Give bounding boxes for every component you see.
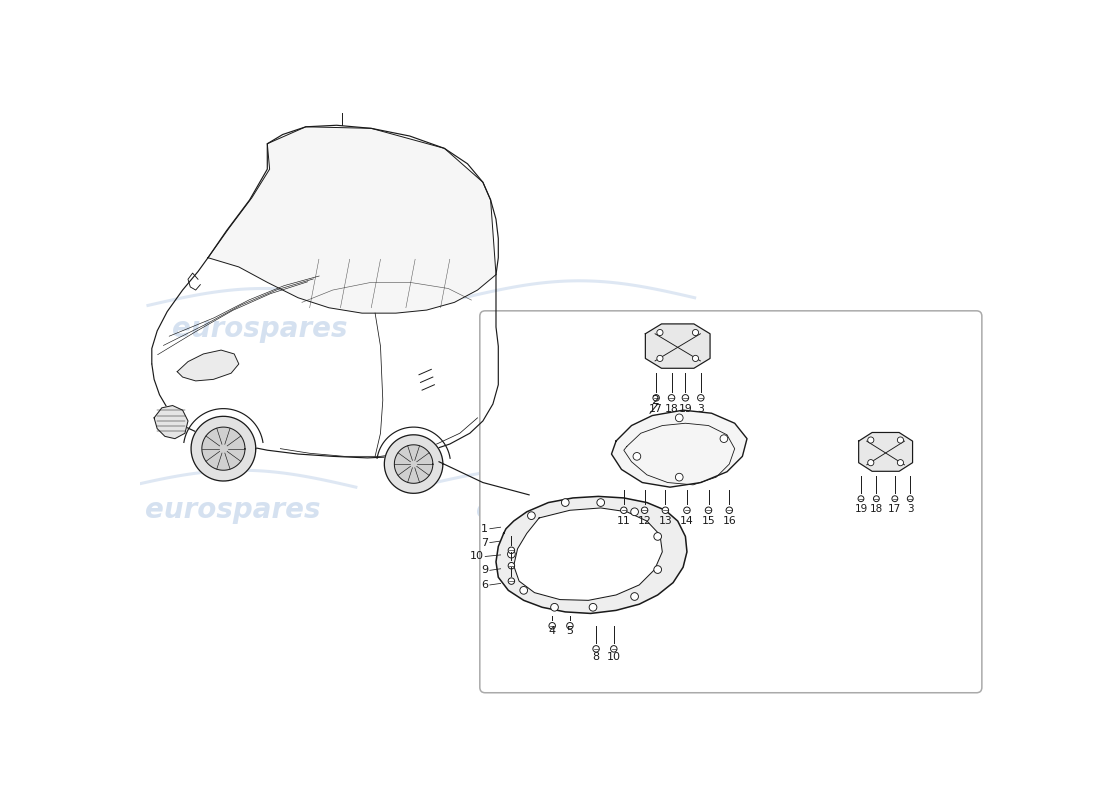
Text: 17: 17 xyxy=(649,404,663,414)
Circle shape xyxy=(634,453,641,460)
Circle shape xyxy=(697,394,704,401)
Circle shape xyxy=(507,550,515,558)
Circle shape xyxy=(705,507,712,514)
Circle shape xyxy=(868,459,873,466)
Circle shape xyxy=(590,603,597,611)
Text: 4: 4 xyxy=(549,626,556,636)
Circle shape xyxy=(868,437,873,443)
Text: 6: 6 xyxy=(482,580,488,590)
Circle shape xyxy=(898,437,903,443)
Text: eurospares: eurospares xyxy=(476,496,651,524)
Circle shape xyxy=(669,394,674,401)
Circle shape xyxy=(566,622,573,629)
Circle shape xyxy=(508,562,515,569)
Circle shape xyxy=(675,474,683,481)
Polygon shape xyxy=(514,508,662,600)
Circle shape xyxy=(858,496,864,502)
Text: 18: 18 xyxy=(664,404,679,414)
Circle shape xyxy=(908,496,913,502)
Text: 1: 1 xyxy=(482,524,488,534)
Text: 5: 5 xyxy=(566,626,573,636)
Circle shape xyxy=(682,394,689,401)
Circle shape xyxy=(720,434,728,442)
Circle shape xyxy=(657,355,663,362)
Circle shape xyxy=(630,593,638,600)
Circle shape xyxy=(892,496,898,502)
Circle shape xyxy=(657,330,663,336)
Polygon shape xyxy=(646,324,711,368)
Circle shape xyxy=(549,622,556,629)
Text: 13: 13 xyxy=(659,516,672,526)
Polygon shape xyxy=(202,427,245,470)
Circle shape xyxy=(653,394,659,401)
Text: 7: 7 xyxy=(481,538,488,547)
Polygon shape xyxy=(496,496,686,614)
Text: 2: 2 xyxy=(651,394,659,406)
Circle shape xyxy=(528,512,536,519)
Circle shape xyxy=(597,498,605,506)
Polygon shape xyxy=(208,127,496,313)
Circle shape xyxy=(662,507,669,514)
Text: 19: 19 xyxy=(855,504,868,514)
Text: 12: 12 xyxy=(638,516,651,526)
Text: 11: 11 xyxy=(617,516,630,526)
Circle shape xyxy=(692,330,698,336)
Text: eurospares: eurospares xyxy=(172,314,348,342)
Polygon shape xyxy=(154,406,188,438)
Text: 9: 9 xyxy=(481,566,488,575)
Circle shape xyxy=(508,578,515,584)
Circle shape xyxy=(653,566,661,574)
Text: 3: 3 xyxy=(697,404,704,414)
Circle shape xyxy=(508,547,515,554)
Text: 15: 15 xyxy=(702,516,715,526)
Circle shape xyxy=(684,507,690,514)
Circle shape xyxy=(641,507,648,514)
Circle shape xyxy=(620,507,627,514)
Text: 16: 16 xyxy=(723,516,736,526)
FancyBboxPatch shape xyxy=(480,311,982,693)
Text: eurospares: eurospares xyxy=(499,309,674,337)
Circle shape xyxy=(561,498,569,506)
Text: 18: 18 xyxy=(870,504,883,514)
Text: 17: 17 xyxy=(888,504,902,514)
Circle shape xyxy=(653,533,661,540)
Polygon shape xyxy=(612,410,747,487)
Text: 8: 8 xyxy=(593,651,600,662)
Circle shape xyxy=(726,507,733,514)
Circle shape xyxy=(692,355,698,362)
Circle shape xyxy=(551,603,559,611)
Polygon shape xyxy=(859,433,913,471)
Text: 10: 10 xyxy=(607,651,620,662)
Text: 10: 10 xyxy=(470,551,484,562)
Circle shape xyxy=(873,496,879,502)
Polygon shape xyxy=(177,350,239,381)
Text: 19: 19 xyxy=(679,404,692,414)
Circle shape xyxy=(593,646,600,652)
Circle shape xyxy=(610,646,617,652)
Circle shape xyxy=(675,414,683,422)
Polygon shape xyxy=(384,435,443,494)
Circle shape xyxy=(520,586,528,594)
Text: 3: 3 xyxy=(906,504,914,514)
Polygon shape xyxy=(395,445,432,483)
Text: 14: 14 xyxy=(680,516,694,526)
Text: eurospares: eurospares xyxy=(145,496,320,524)
Polygon shape xyxy=(191,416,255,481)
Circle shape xyxy=(630,508,638,516)
Circle shape xyxy=(898,459,903,466)
